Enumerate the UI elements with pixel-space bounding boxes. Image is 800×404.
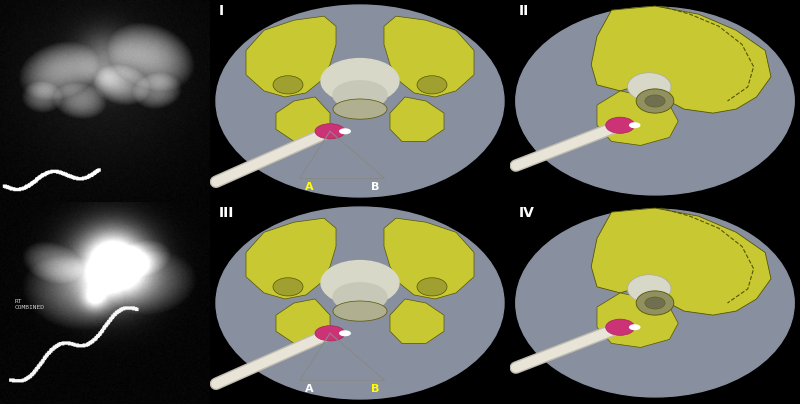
Polygon shape: [390, 97, 444, 141]
Ellipse shape: [339, 330, 351, 336]
Polygon shape: [276, 97, 330, 141]
Text: A: A: [305, 384, 314, 394]
Polygon shape: [246, 218, 336, 299]
Ellipse shape: [216, 5, 504, 197]
Ellipse shape: [333, 81, 387, 109]
Text: II: II: [518, 4, 529, 18]
Ellipse shape: [417, 278, 447, 296]
Ellipse shape: [333, 301, 387, 321]
Ellipse shape: [629, 324, 641, 330]
Text: IV: IV: [518, 206, 534, 220]
Ellipse shape: [636, 89, 674, 113]
Ellipse shape: [516, 209, 794, 397]
Text: B: B: [371, 384, 379, 394]
Ellipse shape: [606, 117, 634, 133]
Ellipse shape: [629, 122, 641, 128]
Ellipse shape: [627, 275, 671, 303]
Ellipse shape: [645, 297, 665, 309]
Polygon shape: [591, 6, 771, 113]
Ellipse shape: [645, 95, 665, 107]
Ellipse shape: [333, 283, 387, 311]
Text: A: A: [305, 182, 314, 192]
Text: I: I: [219, 4, 224, 18]
Polygon shape: [276, 299, 330, 343]
Ellipse shape: [273, 278, 303, 296]
Ellipse shape: [333, 99, 387, 119]
Ellipse shape: [273, 76, 303, 94]
Text: III: III: [219, 206, 234, 220]
Polygon shape: [597, 91, 678, 145]
Ellipse shape: [636, 291, 674, 315]
Ellipse shape: [216, 207, 504, 399]
Ellipse shape: [417, 76, 447, 94]
Ellipse shape: [315, 326, 345, 341]
Polygon shape: [591, 208, 771, 315]
Polygon shape: [384, 218, 474, 299]
Ellipse shape: [321, 261, 399, 305]
Text: B: B: [371, 182, 379, 192]
Ellipse shape: [516, 7, 794, 195]
Ellipse shape: [606, 319, 634, 335]
Ellipse shape: [315, 124, 345, 139]
Polygon shape: [246, 16, 336, 97]
Ellipse shape: [339, 128, 351, 134]
Ellipse shape: [627, 73, 671, 101]
Ellipse shape: [321, 59, 399, 103]
Text: RT
COMBINED: RT COMBINED: [14, 299, 45, 310]
Polygon shape: [390, 299, 444, 343]
Polygon shape: [384, 16, 474, 97]
Polygon shape: [597, 293, 678, 347]
